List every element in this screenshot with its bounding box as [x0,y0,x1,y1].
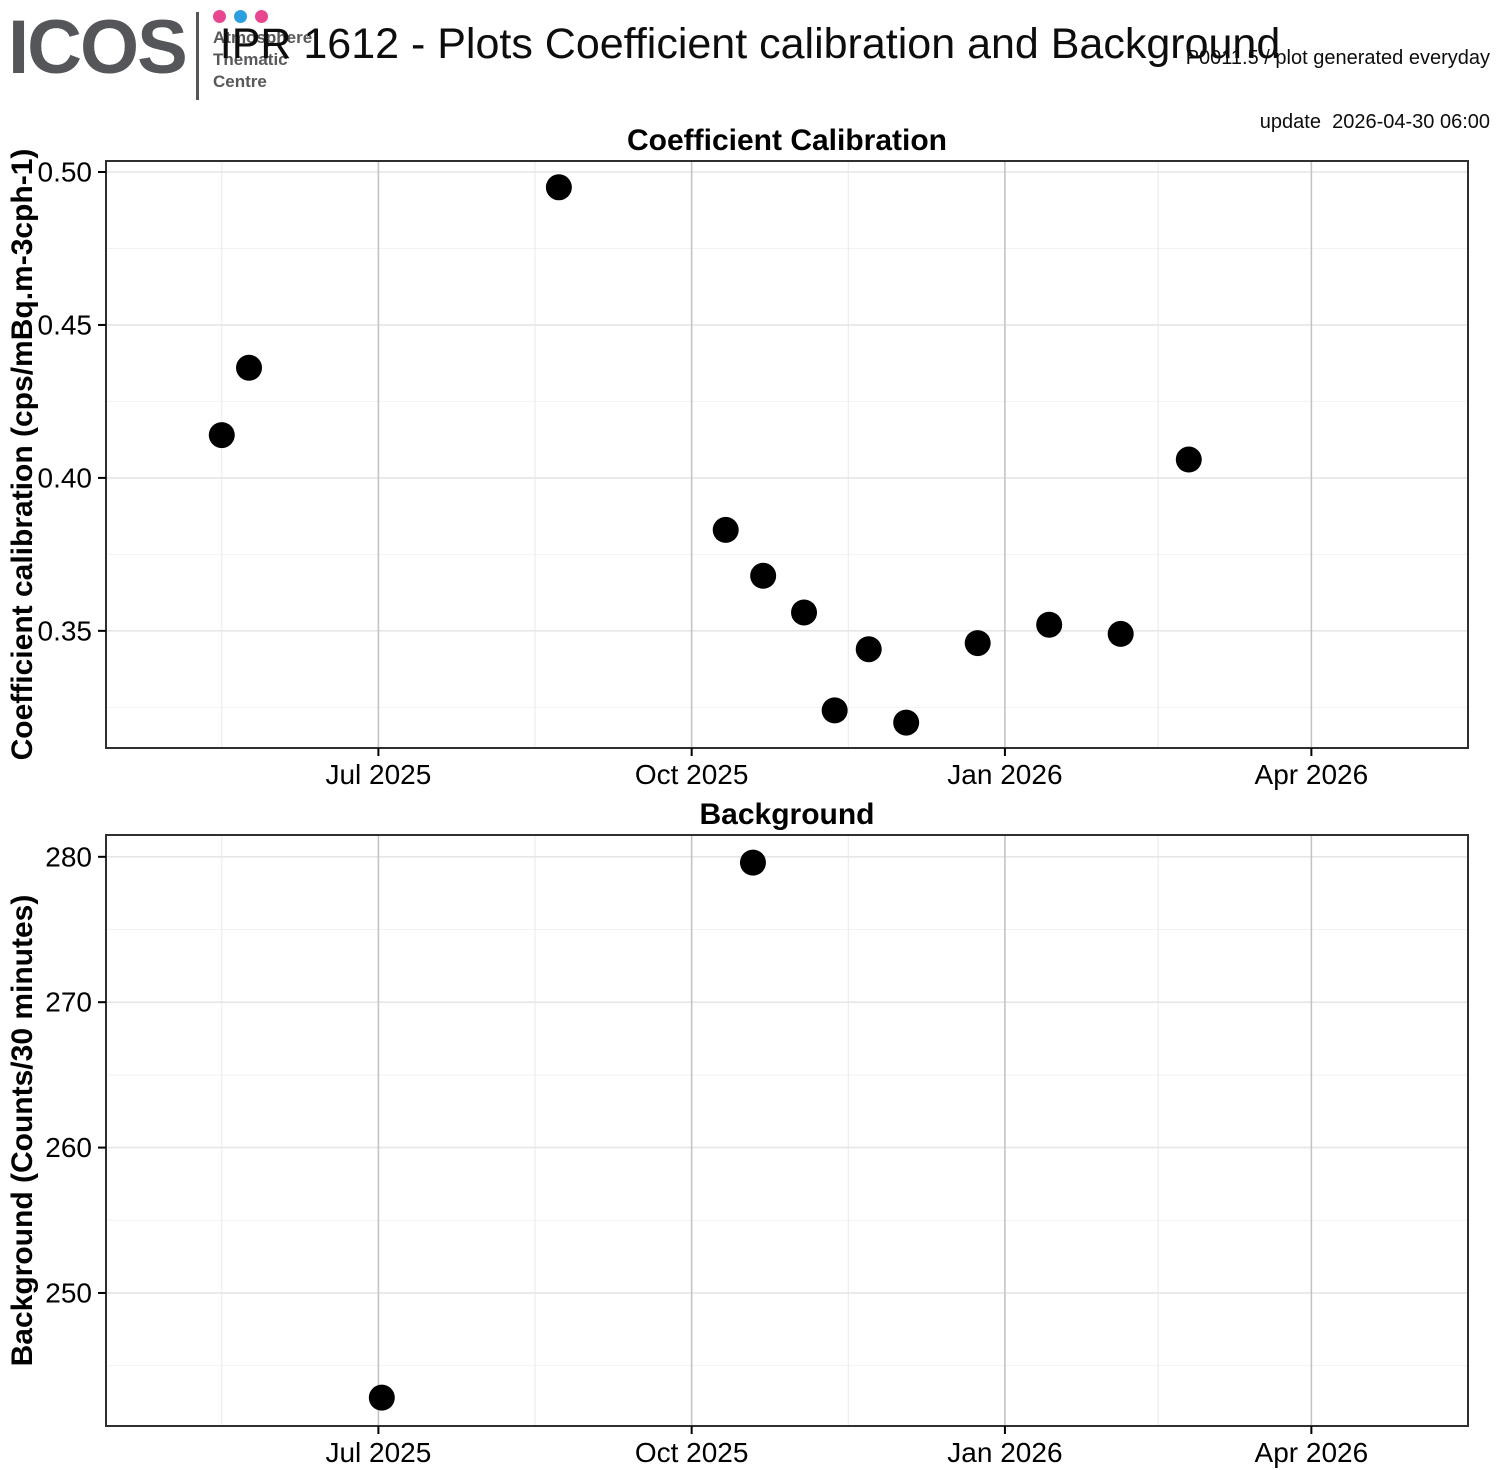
data-point [1107,620,1134,647]
y-axis-label: Coefficient calibration (cps/mBq.m-3cph-… [6,149,39,761]
data-point [821,697,848,724]
x-tick-label: Jul 2025 [325,759,431,790]
logo-dot-icon [213,10,226,23]
plot-version-line: P0011.5 / plot generated everyday [1185,47,1490,69]
y-axis-label: Background (Counts/30 minutes) [6,895,39,1367]
update-info: P0011.5 / plot generated everyday update… [1163,10,1490,170]
data-point [368,1384,395,1411]
update-timestamp: update 2026-04-30 06:00 [1259,111,1490,133]
data-point [739,849,766,876]
data-point [855,636,882,663]
data-point [236,354,263,381]
data-point [1036,611,1063,638]
x-tick-label: Jan 2026 [947,759,1062,790]
y-tick-label: 0.50 [38,157,93,188]
data-point [1175,446,1202,473]
panel-border [105,834,1469,1427]
x-tick-label: Jan 2026 [947,1437,1062,1468]
logo-org-name: Atmosphere Thematic Centre [213,28,313,92]
y-tick-label: 270 [45,987,92,1018]
x-tick-label: Apr 2026 [1255,759,1369,790]
x-tick-label: Oct 2025 [635,1437,749,1468]
y-tick-label: 0.45 [38,309,93,340]
y-tick-label: 250 [45,1277,92,1308]
y-tick-label: 280 [45,841,92,872]
page-header: ICOS Atmosphere Thematic Centre IPR 1612… [0,0,1500,133]
plot-panel [106,161,1468,748]
data-point [791,599,818,626]
data-point [545,174,572,201]
panel-border [105,160,1469,749]
icos-logo-wordmark: ICOS [8,5,188,90]
logo-dot-icon [255,10,268,23]
x-tick-label: Oct 2025 [635,759,749,790]
logo-dot-icon [234,10,247,23]
y-tick-label: 0.40 [38,462,93,493]
data-point [964,630,991,657]
chart-title: Coefficient Calibration [627,124,947,157]
x-tick-label: Apr 2026 [1255,1437,1369,1468]
x-tick-label: Jul 2025 [325,1437,431,1468]
logo-divider [196,12,199,100]
data-point [750,562,777,589]
page-title: IPR 1612 - Plots Coefficient calibration… [219,20,1281,68]
data-point [208,422,235,449]
y-tick-label: 260 [45,1132,92,1163]
y-tick-label: 0.35 [38,615,93,646]
plot-panel [106,835,1468,1426]
data-point [893,709,920,736]
data-point [712,516,739,543]
logo-dots-icon [213,10,268,23]
chart-title: Background [699,798,874,831]
